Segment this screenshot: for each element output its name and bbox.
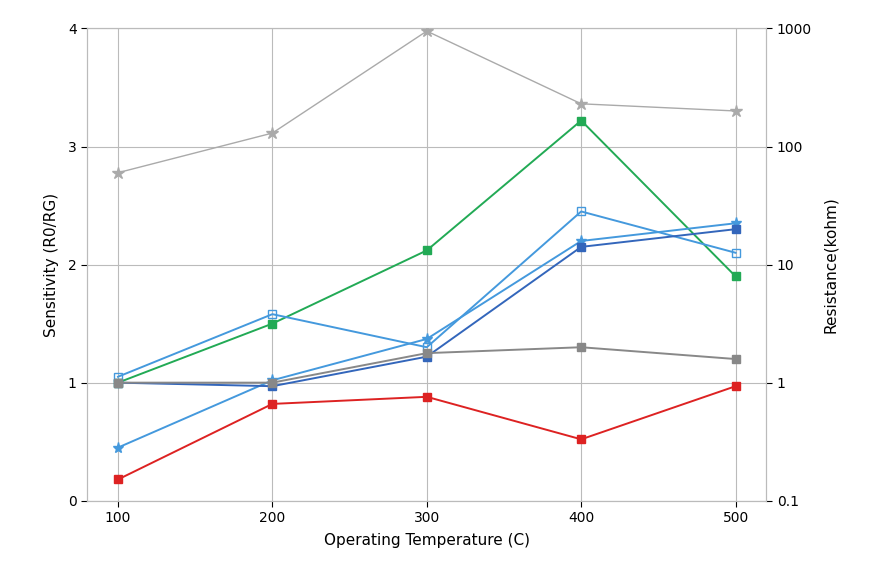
X-axis label: Operating Temperature (C): Operating Temperature (C) [324, 534, 530, 549]
Y-axis label: Sensitivity (R0/RG): Sensitivity (R0/RG) [44, 192, 59, 337]
Y-axis label: Resistance(kohm): Resistance(kohm) [823, 196, 838, 333]
